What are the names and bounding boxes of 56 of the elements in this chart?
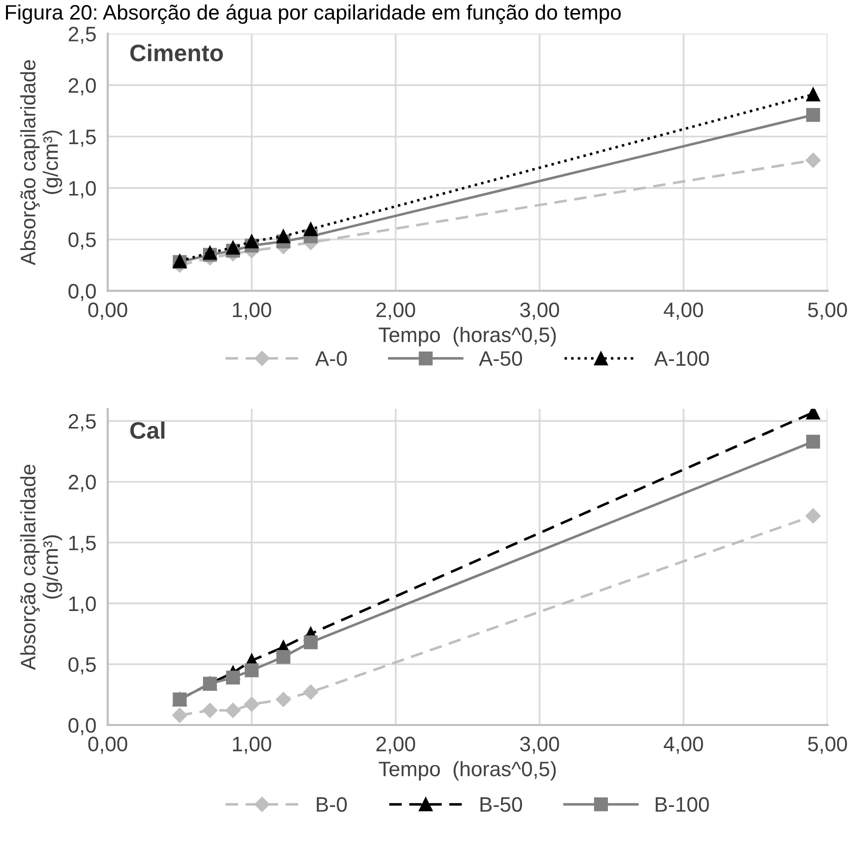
point [806, 434, 820, 449]
point [304, 635, 318, 650]
point [806, 508, 821, 524]
legend-label: A-0 [315, 351, 347, 366]
point [202, 702, 218, 718]
x-tick-label: 5,00 [808, 736, 847, 754]
x-tick-label: 0,00 [88, 736, 128, 754]
x-axis-title: Tempo (horas^0,5) [378, 761, 556, 780]
legend-label: A-50 [478, 351, 522, 366]
y-tick-label: 1,0 [69, 180, 96, 198]
point [276, 229, 290, 244]
x-tick-label: 1,00 [233, 736, 272, 754]
legend-label: B-100 [656, 797, 709, 812]
point [244, 234, 259, 248]
y-tick-label: 0,0 [68, 718, 96, 736]
point [244, 663, 259, 678]
x-tick-label: 4,00 [664, 736, 704, 754]
point [244, 696, 260, 712]
x-tick-label: 2,00 [376, 736, 416, 754]
point [806, 152, 821, 168]
annotation: Cimento [130, 44, 223, 62]
point [303, 684, 318, 700]
point [226, 670, 240, 685]
annotation: Cal [130, 422, 164, 439]
x-tick-label: 3,00 [520, 302, 560, 320]
y-axis-title: Absorção capilaridade (g/cm³) [20, 464, 62, 670]
x-axis-title: Tempo (horas^0,5) [378, 326, 556, 346]
legend-label: B-0 [316, 797, 347, 812]
y-tick-label: 2,5 [68, 26, 96, 44]
point [806, 108, 820, 122]
y-tick-label: 2,0 [68, 78, 96, 96]
y-tick-label: 0,5 [68, 232, 96, 250]
y-tick-label: 1,5 [69, 536, 96, 553]
x-tick-label: 5,00 [808, 302, 847, 320]
x-tick-label: 4,00 [664, 302, 704, 320]
x-tick-label: 0,00 [88, 302, 128, 320]
point [304, 222, 318, 236]
x-tick-label: 2,00 [376, 302, 416, 320]
y-tick-label: 1,5 [69, 130, 96, 147]
legend-label: B-50 [480, 797, 522, 812]
y-tick-label: 0,5 [68, 657, 96, 674]
chart-title: Figura 20: Absorção de água por capilaridade em função do tempo [6, 4, 621, 24]
point [276, 692, 291, 708]
x-tick-label: 1,00 [233, 302, 272, 320]
x-tick-label: 3,00 [520, 736, 560, 754]
point [225, 702, 241, 718]
y-tick-label: 1,0 [69, 596, 96, 614]
y-tick-label: 0,0 [68, 284, 96, 302]
y-tick-label: 2,0 [68, 474, 96, 492]
point [172, 708, 188, 723]
point [276, 650, 290, 664]
legend-label: A-100 [654, 351, 709, 366]
y-tick-label: 2,5 [68, 414, 96, 432]
point [226, 240, 240, 255]
y-axis-title: Absorção capilaridade (g/cm³) [20, 60, 62, 266]
point [806, 87, 820, 102]
